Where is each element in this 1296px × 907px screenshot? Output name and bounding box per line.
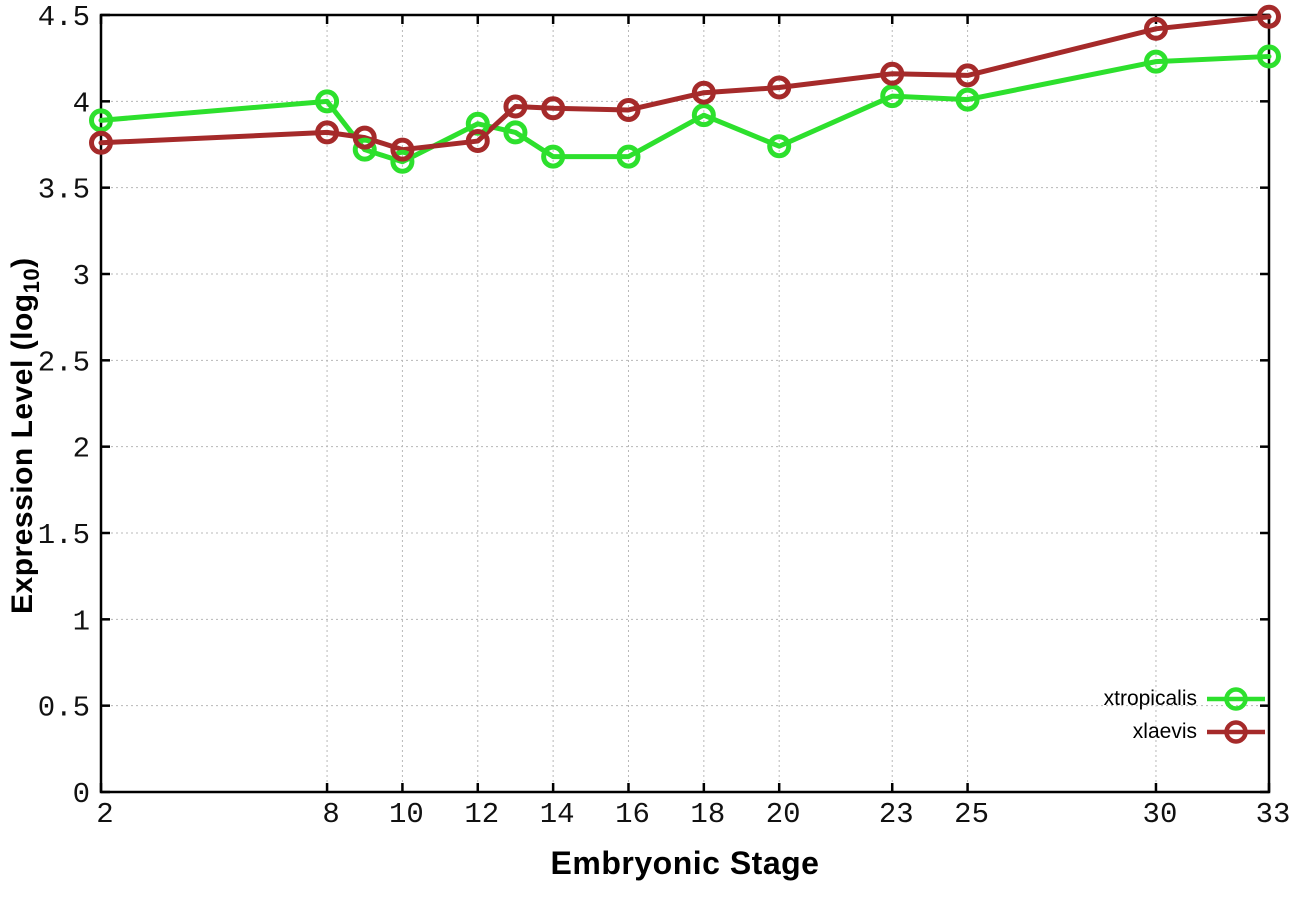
data-point-xtropicalis-stage-23 xyxy=(880,84,905,109)
x-tick-label: 23 xyxy=(879,798,914,831)
data-point-xlaevis-stage-12 xyxy=(465,129,490,154)
legend: xtropicalis xlaevis xyxy=(1104,686,1266,745)
x-tick-label: 2 xyxy=(96,798,113,831)
x-tick-label: 12 xyxy=(464,798,499,831)
data-point-xlaevis-stage-2 xyxy=(89,130,113,155)
x-tick-label: 10 xyxy=(389,798,424,831)
data-point-xlaevis-stage-13 xyxy=(503,94,528,119)
data-point-xlaevis-stage-8 xyxy=(315,120,340,145)
data-point-xtropicalis-stage-25 xyxy=(955,87,980,112)
data-point-xtropicalis-stage-13 xyxy=(503,120,528,145)
legend-label-xtropicalis: xtropicalis xyxy=(1103,687,1197,710)
data-point-xlaevis-stage-30 xyxy=(1143,16,1168,41)
y-axis-title-suffix: ) xyxy=(6,257,39,268)
data-point-xlaevis-stage-23 xyxy=(880,61,905,86)
legend-marker-xlaevis-icon xyxy=(1207,720,1265,744)
legend-marker-xtropicalis-icon xyxy=(1207,687,1265,711)
data-point-xlaevis-stage-18 xyxy=(691,80,716,105)
y-tick-label: 2 xyxy=(73,433,90,466)
data-point-xlaevis-stage-14 xyxy=(541,96,566,121)
data-point-xtropicalis-stage-33 xyxy=(1257,44,1281,69)
data-point-xtropicalis-stage-18 xyxy=(691,103,716,128)
x-tick-label: 30 xyxy=(1143,798,1178,831)
y-tick-label: 3.5 xyxy=(38,174,90,207)
data-point-xlaevis-stage-20 xyxy=(767,75,792,100)
y-tick-label: 0.5 xyxy=(38,692,90,725)
y-axis-title: Expression Level (log10) xyxy=(6,257,45,614)
x-tick-label: 20 xyxy=(766,798,801,831)
y-tick-label: 0 xyxy=(73,778,90,811)
x-tick-label: 18 xyxy=(690,798,725,831)
y-tick-label: 4 xyxy=(73,87,90,120)
data-point-xtropicalis-stage-30 xyxy=(1143,49,1168,74)
data-point-xlaevis-stage-16 xyxy=(616,97,641,122)
x-axis-title: Embryonic Stage xyxy=(550,845,820,881)
y-tick-label: 1 xyxy=(73,605,90,638)
data-point-xtropicalis-stage-8 xyxy=(315,89,340,114)
legend-item-xlaevis: xlaevis xyxy=(1133,719,1266,745)
data-point-xtropicalis-stage-20 xyxy=(767,134,792,159)
x-tick-label: 33 xyxy=(1256,798,1291,831)
x-tick-label: 8 xyxy=(322,798,339,831)
legend-item-xtropicalis: xtropicalis xyxy=(1104,686,1266,712)
y-tick-label: 4.5 xyxy=(38,1,90,34)
data-point-xtropicalis-stage-14 xyxy=(541,144,566,169)
x-tick-label: 14 xyxy=(540,798,575,831)
y-tick-label: 2.5 xyxy=(38,346,90,379)
data-point-xlaevis-stage-9 xyxy=(352,125,377,150)
y-tick-label: 3 xyxy=(73,260,90,293)
data-point-xtropicalis-stage-9 xyxy=(352,137,377,162)
data-point-xtropicalis-stage-16 xyxy=(616,144,641,169)
series-line-xtropicalis xyxy=(98,53,1272,165)
data-point-xlaevis-stage-25 xyxy=(955,63,980,88)
y-axis-title-subscript: 10 xyxy=(19,267,44,294)
data-point-xtropicalis-stage-10 xyxy=(390,149,415,174)
y-axis-title-text: Expression Level (log xyxy=(6,293,39,614)
x-tick-label: 25 xyxy=(954,798,989,831)
data-point-xlaevis-stage-10 xyxy=(390,137,415,162)
legend-label-xlaevis: xlaevis xyxy=(1132,720,1197,743)
data-point-xtropicalis-stage-2 xyxy=(89,108,113,133)
series-line-xlaevis xyxy=(98,14,1272,153)
data-point-xlaevis-stage-33 xyxy=(1257,4,1281,29)
y-tick-label: 1.5 xyxy=(38,519,90,552)
x-tick-label: 16 xyxy=(615,798,650,831)
